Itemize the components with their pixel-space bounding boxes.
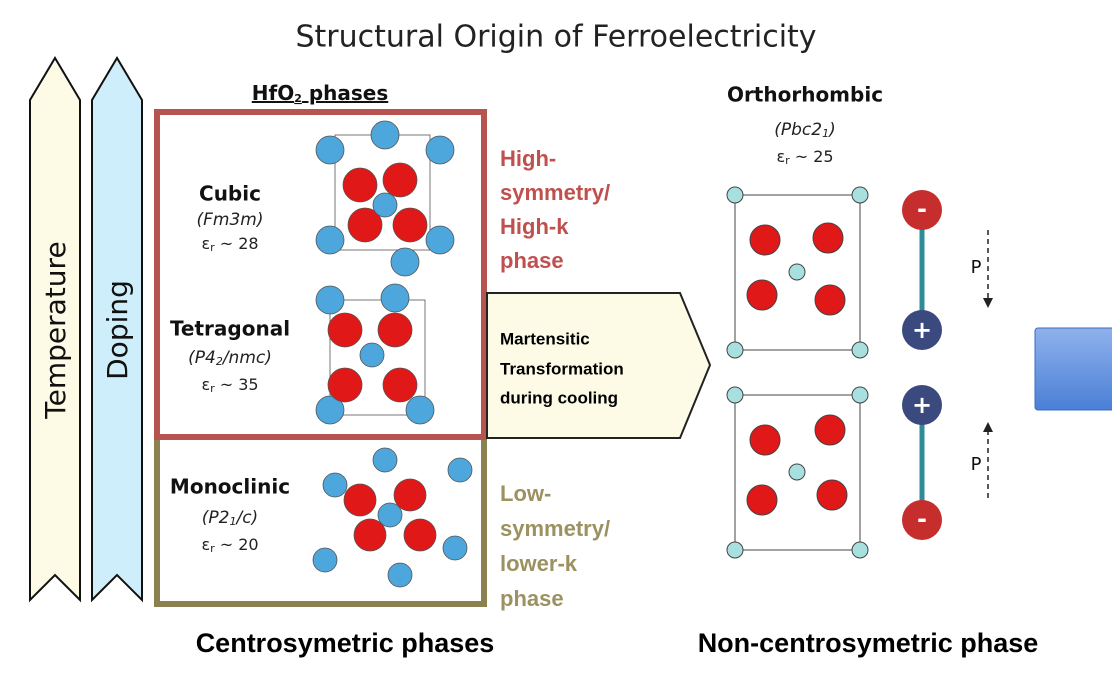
text: /c) [234,508,258,528]
high-symmetry-box [154,109,487,440]
text: symmetry/ [500,516,610,541]
text: Transformation [500,359,624,378]
permittivity: εr ~ 25 [776,147,833,168]
text: symmetry/ [500,180,610,205]
transformation-arrow [486,292,712,439]
space-group: (P42/nmc) [188,348,272,368]
charge-sign: + [912,391,932,419]
monoclinic: Monoclinic (P21/c) εr ~ 20 [170,475,290,556]
charge-sign: + [912,316,932,344]
temperature-label: Temperature [39,241,72,419]
cubic-crystal [315,120,455,277]
text: r [210,241,215,254]
text: ) [827,120,836,140]
space-group: (Pbc21) [774,120,835,140]
text: phase [500,586,564,611]
phase-name: Cubic [199,182,261,206]
orthorhombic-crystal [726,186,869,559]
text: phase [500,248,564,273]
text: ~ 25 [790,147,834,166]
caption: Centrosymetric phases [196,628,495,658]
tetragonal-crystal [315,283,435,425]
phase-name: Orthorhombic [727,83,883,107]
negative-charge [902,190,942,230]
space-group: (Fm3m) [197,210,264,230]
text: 1 [822,127,829,140]
negative-charge [902,500,942,540]
phase-name: Tetragonal [170,317,290,341]
text: ~ 35 [215,375,259,394]
tetragonal: Tetragonal (P42/nmc) εr ~ 35 [170,317,290,396]
text: r [785,154,790,167]
text: phases [302,81,388,105]
arrow-head [983,422,993,432]
temperature-arrow [29,56,81,603]
text: during cooling [500,388,618,407]
text: ε [201,234,210,253]
text: ε [201,375,210,394]
text: ~ 20 [215,535,259,554]
title: Structural Origin of Ferroelectricity [295,20,816,55]
text: Martensitic [500,329,590,348]
doping-label: Doping [101,280,134,380]
text: ~ 28 [215,234,259,253]
text: (Pbc2 [774,120,822,140]
doping-arrow [91,56,143,603]
text: 1 [229,515,236,528]
text: HfO [252,81,294,105]
text: High- [500,146,556,171]
blue-shape [1034,327,1112,411]
text: High-k [500,214,569,239]
cubic: Cubic (Fm3m) εr ~ 28 [197,182,264,255]
space-group: (P21/c) [202,508,258,528]
permittivity: εr ~ 20 [201,535,258,556]
low-symmetry-label: Low- symmetry/ lower-k phase [500,481,610,611]
text: ε [201,535,210,554]
polarization-label: P [971,454,982,475]
charge-sign: - [917,505,927,533]
text: (P4 [188,348,216,368]
polarization-label: P [971,257,982,278]
positive-charge [902,385,942,425]
text: r [210,542,215,555]
text: 2 [216,355,223,368]
text: lower-k [500,551,578,576]
permittivity: εr ~ 28 [201,234,258,255]
monoclinic-crystal [312,447,473,588]
permittivity: εr ~ 35 [201,375,258,396]
text: r [210,382,215,395]
caption: Non-centrosymetric phase [698,628,1039,658]
high-symmetry-label: High- symmetry/ High-k phase [500,146,610,273]
hfo2-header: HfO2 phases [252,81,389,106]
positive-charge [902,310,942,350]
phase-name: Monoclinic [170,475,290,499]
charge-sign: - [917,195,927,223]
text: 2 [294,92,302,105]
text: ε [776,147,785,166]
text: /nmc) [221,348,272,368]
text: (P2 [202,508,230,528]
arrow-head [983,298,993,308]
text: Low- [500,481,551,506]
